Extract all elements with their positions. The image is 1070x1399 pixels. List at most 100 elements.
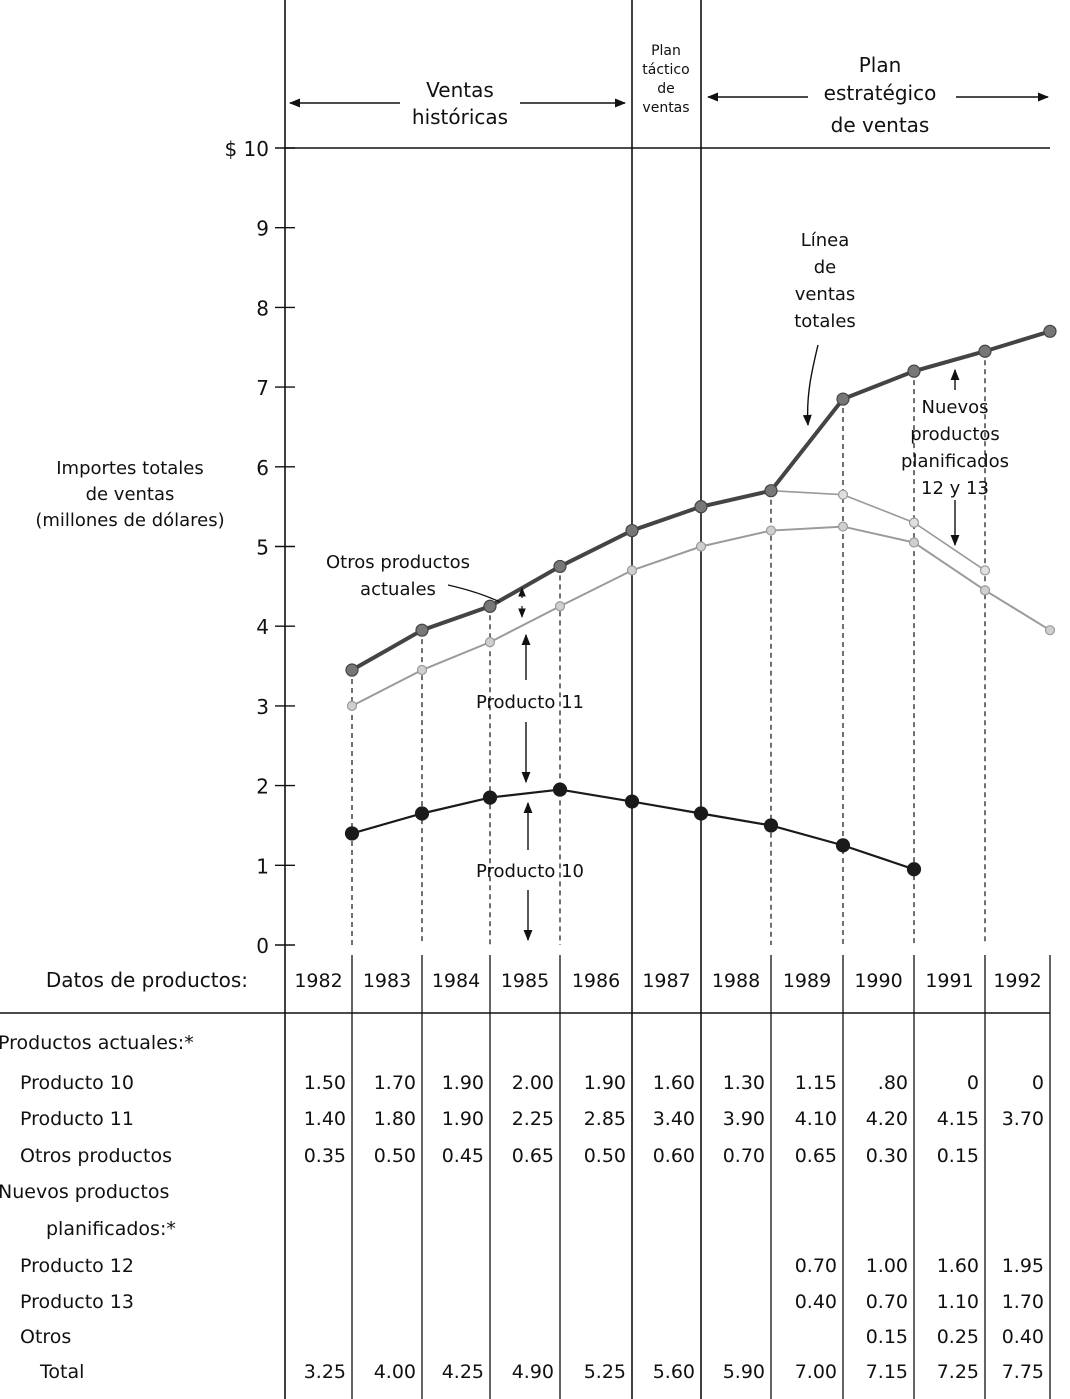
- product-10-label: Producto 10: [476, 861, 584, 882]
- chart-lines: [344, 324, 1057, 945]
- table-cell-value: 1.90: [442, 1072, 484, 1094]
- table-row-label: Otros productos: [20, 1145, 172, 1167]
- table-cell-value: 0.65: [512, 1145, 554, 1167]
- table-cell-value: 0.40: [795, 1291, 837, 1313]
- y-tick-label: 7: [256, 376, 269, 400]
- table-row-label: Productos actuales:*: [0, 1032, 194, 1054]
- series-current-products-point: [979, 565, 991, 576]
- table-cell-value: 3.40: [653, 1108, 695, 1130]
- table-row-label: Producto 10: [20, 1072, 134, 1094]
- series-product-10-11-point: [1044, 625, 1056, 636]
- table-cell-value: 1.40: [304, 1108, 346, 1130]
- y-tick-label: 6: [256, 456, 269, 480]
- new-products-label: productos: [910, 424, 1000, 445]
- table-cell-value: 0.65: [795, 1145, 837, 1167]
- table-cell-value: 0.35: [304, 1145, 346, 1167]
- table-cell-value: 1.15: [795, 1072, 837, 1094]
- table-cell-value: 2.00: [512, 1072, 554, 1094]
- table-cell-value: 1.95: [1002, 1255, 1044, 1277]
- other-products-label: Otros productos: [326, 552, 470, 573]
- table-cell-value: 1.90: [442, 1108, 484, 1130]
- y-tick-label: 3: [256, 695, 269, 719]
- table-year-header: 1992: [993, 970, 1041, 992]
- table-cell-value: 1.30: [723, 1072, 765, 1094]
- y-axis-title-line: (millones de dólares): [35, 510, 224, 531]
- series-product-10-point: [763, 818, 779, 833]
- table-header-label: Datos de productos:: [46, 968, 248, 992]
- table-year-header: 1984: [432, 970, 480, 992]
- table-row-label: planificados:*: [46, 1218, 176, 1240]
- other-products-label: actuales: [360, 579, 436, 600]
- series-product-10-point: [906, 862, 922, 877]
- series-current-products-line: [770, 489, 986, 572]
- table-row-label: Nuevos productos: [0, 1181, 169, 1203]
- series-product-10-11-point: [416, 664, 428, 676]
- table-cell-value: 1.70: [1002, 1291, 1044, 1313]
- series-total-sales-point: [345, 663, 359, 677]
- table-cell-value: 0.25: [937, 1326, 979, 1348]
- table-cell-value: 3.90: [723, 1108, 765, 1130]
- table-row-label: Producto 11: [20, 1108, 134, 1130]
- series-total-sales-point: [415, 623, 429, 637]
- y-axis-title-line: Importes totales: [56, 458, 204, 479]
- table-cell-value: 5.90: [723, 1361, 765, 1383]
- product-data-table: Datos de productos: 1982 1983 1984 1985 1986 1…: [0, 955, 1051, 1399]
- y-tick-label: 1: [256, 854, 269, 878]
- other-products-pointer: [447, 584, 501, 603]
- table-cell-value: 4.20: [866, 1108, 908, 1130]
- table-cell-value: 0.70: [723, 1145, 765, 1167]
- table-cell-value: 0.15: [937, 1145, 979, 1167]
- series-product-10-11-point: [484, 637, 496, 648]
- y-tick-label: 9: [256, 217, 269, 241]
- table-cell-value: 1.00: [866, 1255, 908, 1277]
- table-cell-value: 5.25: [584, 1361, 626, 1383]
- series-product-10-point: [835, 838, 851, 853]
- new-products-label: 12 y 13: [921, 478, 989, 499]
- table-row-label: Total: [39, 1361, 84, 1383]
- table-cell-value: 3.25: [304, 1361, 346, 1383]
- table-cell-value: 0.70: [866, 1291, 908, 1313]
- table-cell-value: 1.70: [374, 1072, 416, 1094]
- period-tactical-label: ventas: [642, 100, 689, 116]
- table-cell-value: 5.60: [653, 1361, 695, 1383]
- series-current-products-point: [837, 489, 849, 500]
- period-header: Ventas históricas Plan táctico de ventas Plan e…: [288, 43, 1050, 137]
- table-cell-value: 4.25: [442, 1361, 484, 1383]
- table-cell-value: 1.60: [937, 1255, 979, 1277]
- series-product-10-point: [482, 790, 498, 805]
- series-total-sales-point: [694, 500, 708, 514]
- series-product-10-11-point: [908, 537, 920, 548]
- period-tactical-label: Plan: [651, 43, 681, 59]
- period-strategic-label: estratégico: [824, 81, 937, 105]
- y-tick-label: 2: [256, 775, 269, 799]
- y-tick-label: 4: [256, 615, 269, 639]
- new-products-label: planificados: [901, 451, 1009, 472]
- y-axis: 0 1 2 3 4 5 6 7 8 9 $ 10 Importes totales de ventas (…: [35, 137, 295, 958]
- series-product-10-11-point: [626, 565, 638, 576]
- table-year-header: 1987: [642, 970, 690, 992]
- table-row-label: Producto 12: [20, 1255, 134, 1277]
- series-total-sales-point: [553, 559, 567, 574]
- period-tactical-label: táctico: [642, 62, 689, 78]
- table-year-header: 1983: [363, 970, 411, 992]
- table-year-header: 1986: [572, 970, 620, 992]
- table-cell-value: 7.00: [795, 1361, 837, 1383]
- table-cell-value: 1.90: [584, 1072, 626, 1094]
- series-total-sales-point: [625, 523, 639, 538]
- table-cell-value: 4.00: [374, 1361, 416, 1383]
- table-cell-value: 0.60: [653, 1145, 695, 1167]
- period-strategic-label: de ventas: [831, 113, 930, 137]
- table-year-header: 1985: [501, 970, 549, 992]
- series-total-sales-point: [907, 364, 921, 378]
- table-cell-value: 7.75: [1002, 1361, 1044, 1383]
- series-product-10-point: [552, 782, 568, 797]
- table-cell-value: 0.70: [795, 1255, 837, 1277]
- table-cell-value: 1.10: [937, 1291, 979, 1313]
- product-11-label: Producto 11: [476, 692, 584, 713]
- series-product-10-11-point: [695, 541, 707, 552]
- table-row-label: Producto 13: [20, 1291, 134, 1313]
- table-cell-value: 0.50: [374, 1145, 416, 1167]
- series-product-10-11-point: [554, 601, 566, 612]
